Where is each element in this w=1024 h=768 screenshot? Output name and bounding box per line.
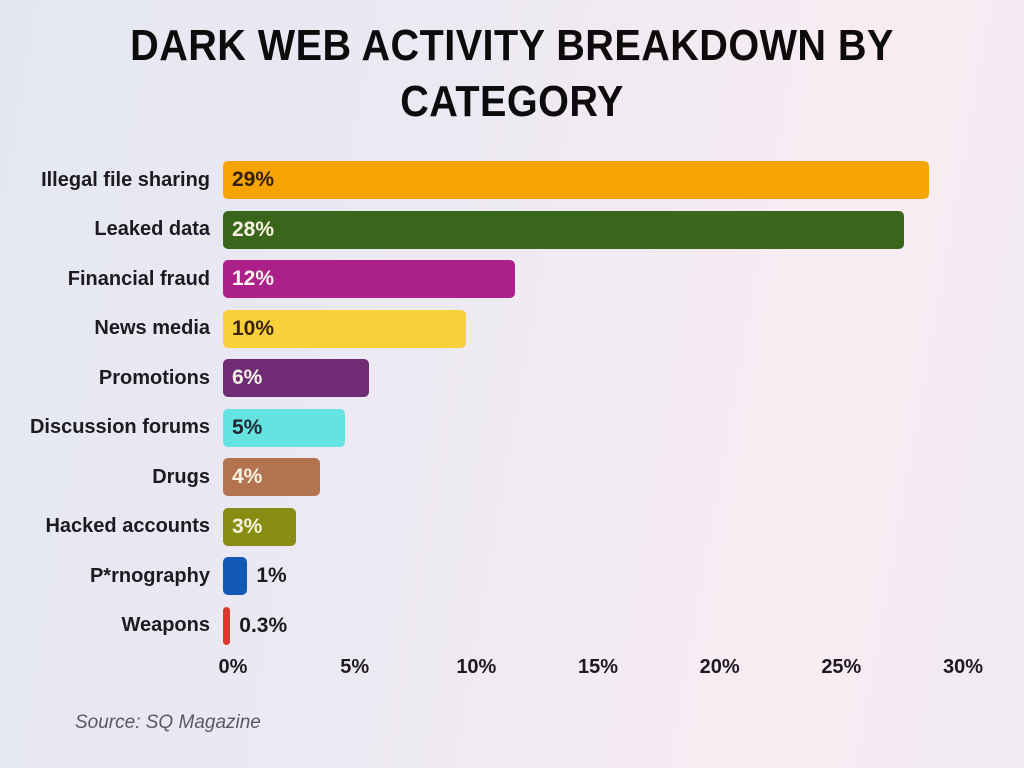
bar: [223, 557, 248, 595]
category-label: Weapons: [121, 614, 210, 636]
bar: 3%: [223, 507, 296, 546]
value-label: 1%: [256, 564, 287, 587]
bar: 10%: [223, 309, 467, 348]
bar-chart: Illegal file sharing 29% Leaked data 28% Fin…: [10, 161, 983, 686]
value-label: 6%: [232, 366, 263, 389]
bar-track: 1%: [223, 557, 953, 595]
bar-track: 0.3%: [223, 606, 953, 645]
bar: 12%: [223, 260, 515, 298]
value-label: 3%: [232, 514, 263, 538]
category-label: Promotions: [98, 366, 210, 389]
value-label: 10%: [232, 316, 275, 340]
category-label: Hacked accounts: [45, 515, 210, 537]
bar: 29%: [223, 161, 929, 199]
value-label: 28%: [232, 217, 275, 241]
value-label: 0.3%: [239, 613, 288, 637]
bar-row: Leaked data 28%: [10, 210, 966, 249]
bar-row: Drugs 4%: [10, 458, 966, 496]
x-axis-tick-label: 5%: [340, 656, 370, 678]
value-label: 12%: [232, 267, 275, 290]
bar-track: 6%: [223, 359, 953, 397]
bar: 4%: [223, 458, 321, 496]
bar-row: Hacked accounts 3%: [10, 507, 966, 546]
category-label: P*rnography: [89, 564, 210, 587]
value-label: 5%: [232, 415, 263, 439]
x-axis-tick-label: 25%: [821, 656, 862, 678]
bar-row: Financial fraud 12%: [10, 260, 966, 298]
category-label: Drugs: [152, 465, 210, 488]
bar: 28%: [223, 210, 905, 249]
category-label: Leaked data: [94, 218, 210, 240]
bar-rows: Illegal file sharing 29% Leaked data 28% Fin…: [10, 161, 966, 645]
bar-row: Illegal file sharing 29%: [10, 161, 966, 199]
x-axis-tick-label: 0%: [218, 656, 248, 678]
category-label: Illegal file sharing: [41, 168, 210, 191]
chart-title-line-1: DARK WEB ACTIVITY BREAKDOWN BY: [130, 21, 894, 70]
bar: [223, 606, 231, 645]
bar-track: 4%: [223, 458, 953, 496]
bar-track: 12%: [223, 260, 953, 298]
x-axis-tick-label: 10%: [456, 656, 497, 678]
bar-row: Weapons 0.3%: [10, 606, 966, 645]
bar: 5%: [223, 408, 345, 447]
bar-track: 28%: [223, 210, 953, 249]
bar: 6%: [223, 359, 369, 397]
bar-row: P*rnography 1%: [10, 557, 966, 595]
x-axis-tick-label: 15%: [577, 656, 619, 678]
chart-title: DARK WEB ACTIVITY BREAKDOWN BY CATEGORY: [51, 18, 973, 130]
chart-title-line-2: CATEGORY: [400, 77, 624, 126]
category-label: Financial fraud: [67, 267, 210, 290]
x-axis-tick-label: 30%: [942, 656, 984, 678]
bar-track: 5%: [223, 408, 953, 447]
bar-track: 29%: [223, 161, 953, 199]
x-axis: 0% 5% 10% 15% 20% 25% 30%: [219, 656, 983, 686]
category-label: Discussion forums: [29, 416, 210, 438]
source-caption: Source: SQ Magazine: [75, 712, 261, 733]
bar-row: Discussion forums 5%: [10, 408, 966, 447]
value-label: 29%: [232, 168, 275, 191]
bar-track: 3%: [223, 507, 953, 546]
bar-row: News media 10%: [10, 309, 966, 348]
bar-track: 10%: [223, 309, 953, 348]
category-label: News media: [94, 317, 210, 339]
value-label: 4%: [232, 465, 263, 488]
x-axis-tick-label: 20%: [699, 656, 740, 678]
bar-row: Promotions 6%: [10, 359, 966, 397]
